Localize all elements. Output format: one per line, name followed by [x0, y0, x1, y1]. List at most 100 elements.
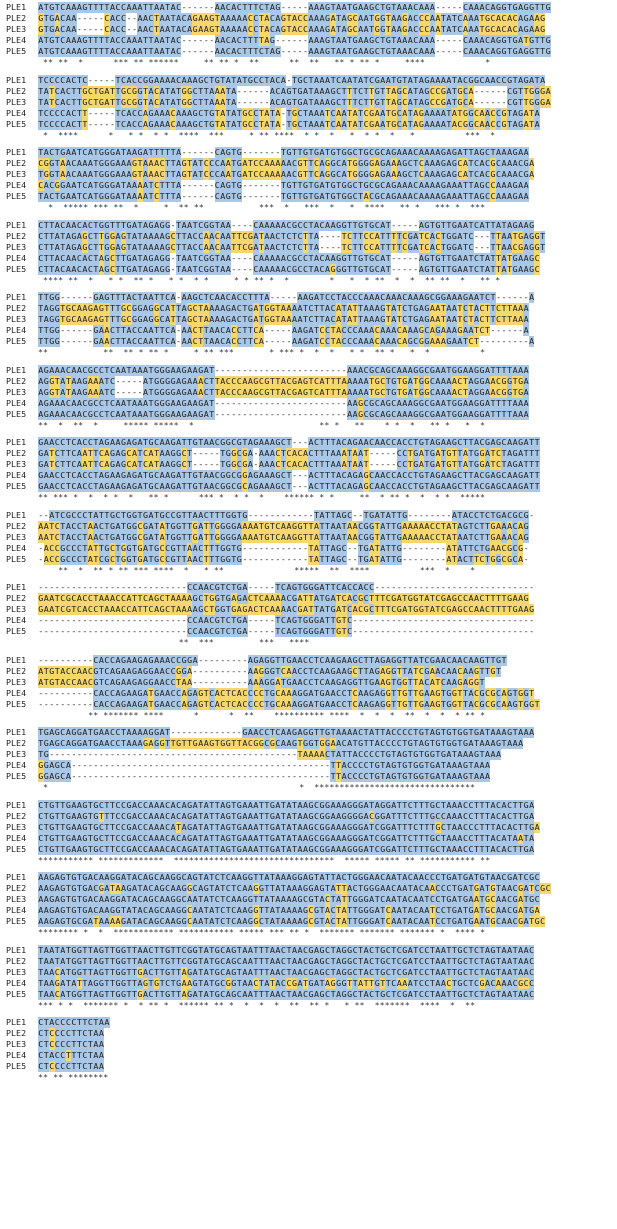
sequence-row: PLE3 TAACATGGTTAGTTGGTTGACTTGTTAGATATGCAG…	[6, 966, 612, 978]
sequence-row: PLE3 CTTATAGAGCTTGGAGTATAAAAGCTTACCAACAAT…	[6, 241, 612, 253]
sequence-label: PLE3	[6, 459, 27, 469]
sequence-row: PLE5 TTGG------GAACTTACCAATTCA-AACTTAACAC…	[6, 336, 612, 347]
sequence-residues: TAATATGGTTAGTTGGTTAACTTGTTCGGTATGCAGCAAT…	[38, 955, 535, 967]
sequence-residues: ATGTCAAAGTTTTACCAAATTAATAC------AACACTTT…	[38, 46, 551, 57]
sequence-row: PLE5 GAACCTCACCTAGAAGAGATGCAAGATTGTAACGGC…	[6, 481, 612, 492]
sequence-row: PLE4 AAGAGTGTGACAAGGTATACAGCAAGGCAATATCTC…	[6, 905, 612, 916]
sequence-label: PLE3	[6, 24, 27, 34]
sequence-residues: CGGTAACAAATGGGAAAGTAAACTTAGTATCCCAATGATC…	[38, 158, 535, 169]
sequence-residues: GAATCGTCACCTAAACCATTCAGCTAAAAGCTGGTGAGAC…	[38, 604, 535, 615]
sequence-label: PLE3	[6, 1039, 27, 1049]
sequence-label: PLE4	[6, 615, 27, 625]
sequence-row: PLE1 TAATATGGTTAGTTGGTTAACTTGTTCGGTATGCAG…	[6, 944, 612, 956]
sequence-residues: TCCCCACTT-----TCACCAGAAACAAAGCTGTATATGCC…	[38, 118, 540, 130]
sequence-label: PLE4	[6, 470, 27, 480]
sequence-label: PLE5	[6, 481, 27, 491]
sequence-label: PLE5	[6, 408, 27, 419]
sequence-residues: CTGTTGAAGTGCTTCCGACCAAACACAGATATTAGTGAAA…	[38, 799, 535, 811]
sequence-label: PLE4	[6, 977, 27, 988]
sequence-label: PLE3	[6, 314, 27, 324]
sequence-row: PLE1 TTGG------GAGTTTACTAATTCA-AAGCTCAACA…	[6, 292, 612, 303]
sequence-residues: CTTACAACACTAGCTTGATAGAGG-TAATCGGTAA----C…	[38, 263, 540, 275]
sequence-residues: TGAGCAGGATGAACCTAAAAGGAT-------------GAA…	[38, 727, 535, 738]
sequence-row: PLE2 TAGGTGCAAGAGTTTGCGGAGGCATTAGCTAAAAGA…	[6, 303, 612, 314]
sequence-row: PLE4 TCCCCACTT-----TCACCAGAAACAAAGCTGTATA…	[6, 107, 612, 119]
sequence-row: PLE2 TAATATGGTTAGTTGGTTAACTTGTTCGGTATGCAG…	[6, 955, 612, 967]
sequence-label: PLE1	[6, 654, 27, 665]
sequence-residues: GAACCTCACCTAGAAGAGATGCAAGATTGTAACGGCGCAG…	[38, 481, 540, 492]
sequence-residues: CTTATAGAGCTTGGAGTATAAAAGCTTACCAACAATTCGA…	[38, 241, 546, 253]
sequence-residues: AGAAACAACGCCTCAATAAATGGGAAGAAGAT--------…	[38, 408, 529, 420]
alignment-block: PLE1 ATGTCAAAGTTTTACCAAATTAATAC------AACA…	[6, 2, 612, 75]
sequence-residues: ----------CACCAGAAGAGAAACCGGA---------AG…	[38, 654, 507, 666]
sequence-label: PLE1	[6, 219, 27, 230]
sequence-label: PLE3	[6, 531, 27, 542]
alignment-block: PLE1 TACTGAATCATGGGATAAGATTTTTA------CAGT…	[6, 147, 612, 220]
sequence-row: PLE4 ---------------------------CCAACGTCT…	[6, 615, 612, 626]
sequence-row: PLE5 ATGTCAAAGTTTTACCAAATTAATAC------AACA…	[6, 46, 612, 57]
sequence-residues: AAGAGTGTGACGATAAGATACAGCAAGGCAGTATCTCAAG…	[38, 883, 551, 894]
sequence-row: PLE1 TCCCCACTC-----TCACCGGAAAACAAAGCTGTAT…	[6, 74, 612, 86]
sequence-residues: ----------CACCAGAAGATGAACCAGAGTCACTCACCC…	[38, 698, 540, 710]
sequence-row: PLE3 TG----------------------------------…	[6, 749, 612, 760]
conservation-line: ** ******* **** * * ** ********** **** *…	[38, 709, 486, 720]
sequence-residues: GATCTTCAATTCAGAGCATCATAAGGCT-----TGGCGA-…	[38, 459, 540, 470]
conservation-line: * * ********************************	[38, 782, 476, 792]
alignment-block: PLE1 GAACCTCACCTAGAAGAGATGCAAGATTGTAACGGC…	[6, 437, 612, 510]
sequence-label: PLE1	[6, 944, 27, 955]
sequence-row: PLE1 CTGTTGAAGTGCTTCCGACCAAACACAGATATTAGT…	[6, 799, 612, 811]
sequence-label: PLE4	[6, 252, 27, 263]
sequence-row: PLE2 AGGTATAAGAAATC-----ATGGGGAGAAACTTACC…	[6, 375, 612, 387]
sequence-label: PLE2	[6, 375, 27, 386]
conservation-line: ** *** * * * * * ** * *** * * * * ******…	[38, 492, 486, 502]
sequence-row: PLE2 TATCACTTGCTGATTGCGGTACATATGGCTTAAATA…	[6, 85, 612, 97]
sequence-row: PLE5 CTGTTGAAGTGCTTCCGACCAAACACAGATATTAGT…	[6, 843, 612, 855]
sequence-residues: GTGACAA-----CACC--AACTAATACAGAAGTAAAAACC…	[38, 24, 546, 35]
sequence-row: PLE3 GATCTTCAATTCAGAGCATCATAAGGCT-----TGG…	[6, 459, 612, 470]
sequence-label: PLE1	[6, 727, 27, 737]
sequence-row: PLE1 --ATCGCCCTATTGCTGGTGATGCCGTTAACTTTGG…	[6, 509, 612, 521]
alignment-block: PLE1 CTGTTGAAGTGCTTCCGACCAAACACAGATATTAGT…	[6, 799, 612, 873]
sequence-residues: CTGTTGAAGTGCTTCCGACCAAACACAGATATTAGTGAAA…	[38, 843, 535, 855]
sequence-row: PLE2 AAGAGTGTGACGATAAGATACAGCAAGGCAGTATCT…	[6, 883, 612, 894]
sequence-label: PLE5	[6, 191, 27, 201]
sequence-row: PLE2 GTGACAA-----CACC--AACTAATACAGAAGTAAA…	[6, 13, 612, 24]
alignment-block: PLE1 CTTACAACACTGGTTTGATAGAGG-TAATCGGTAA-…	[6, 219, 612, 293]
sequence-label: PLE3	[6, 821, 27, 832]
sequence-row: PLE5 ----------CACCAGAAGATGAACCAGAGTCACTC…	[6, 698, 612, 710]
sequence-row: PLE4 GGAGCA------------------------------…	[6, 760, 612, 771]
sequence-label: PLE4	[6, 325, 27, 335]
conservation-line: ** * ** * ** *** **** * * ** ***** ** **…	[38, 564, 476, 575]
sequence-residues: ---------------------------CCAACGTCTGA--…	[38, 582, 535, 593]
sequence-residues: TATCACTTGCTGATTGCGGTACATATGGCTTAAATA----…	[38, 85, 551, 97]
sequence-residues: TAACATGGTTAGTTGGTTGACTTGTTAGATATGCAGCAAT…	[38, 988, 535, 1000]
sequence-residues: -ACCGCCCTATCGCTGGTGATGCCGTTAACTTTGGTG---…	[38, 553, 529, 565]
sequence-label: PLE5	[6, 771, 27, 781]
sequence-residues: ATGTACCAACGTCAGAAGAGGAACCTAA----------AA…	[38, 676, 485, 688]
sequence-row: PLE3 CTCCCCTTCTAA	[6, 1039, 612, 1050]
sequence-residues: TTGG------GAACTTACCAATTCA-AACTTAACACCTTC…	[38, 325, 529, 336]
sequence-alignment: PLE1 ATGTCAAAGTTTTACCAAATTAATAC------AACA…	[6, 2, 612, 1090]
sequence-row: PLE3 CTGTTGAAGTGCTTCCGACCAAACATAGATATTAGT…	[6, 821, 612, 833]
sequence-label: PLE2	[6, 230, 27, 241]
sequence-row: PLE3 TAGGTGCAAGAGTTTGCGGAGGCATTAGCTAAAAGA…	[6, 314, 612, 325]
sequence-residues: ATGTACCAACGTCAGAAGAGGAACCGGA----------AA…	[38, 665, 502, 677]
sequence-row: PLE4 CACGGAATCATGGGATAAAATCTTTA------CAGT…	[6, 180, 612, 191]
sequence-label: PLE4	[6, 35, 27, 45]
sequence-label: PLE2	[6, 738, 27, 748]
alignment-block: PLE1 TTGG------GAGTTTACTAATTCA-AAGCTCAACA…	[6, 292, 612, 365]
sequence-row: PLE3 GTGACAA-----CACC--AACTAATACAGAAGTAAA…	[6, 24, 612, 35]
sequence-residues: ---------------------------CCAACGTCTGA--…	[38, 626, 535, 637]
sequence-label: PLE2	[6, 883, 27, 893]
sequence-label: PLE3	[6, 386, 27, 397]
alignment-block: PLE1 CTACCCCTTCTAA PLE2 CTCCCCTTCTAA PLE3 CTC…	[6, 1017, 612, 1090]
sequence-row: PLE5 AGAAACAACGCCTCAATAAATGGGAAGAAGAT----…	[6, 408, 612, 420]
sequence-label: PLE3	[6, 749, 27, 759]
conservation-line: ** * ** * ***** ***** * ** * ** * * * **…	[38, 419, 486, 430]
sequence-residues: GAACCTCACCTAGAAGAGATGCAAGATTGTAACGGCGGAG…	[38, 470, 540, 481]
sequence-residues: TCCCCACTT-----TCACCAGAAACAAAGCTGTATATGCC…	[38, 107, 540, 119]
sequence-label: PLE4	[6, 832, 27, 843]
sequence-label: PLE1	[6, 872, 27, 882]
sequence-label: PLE1	[6, 74, 27, 85]
sequence-residues: AGGTATAAGAAATC-----ATGGGGAGAAACTTACCCAAG…	[38, 386, 529, 398]
